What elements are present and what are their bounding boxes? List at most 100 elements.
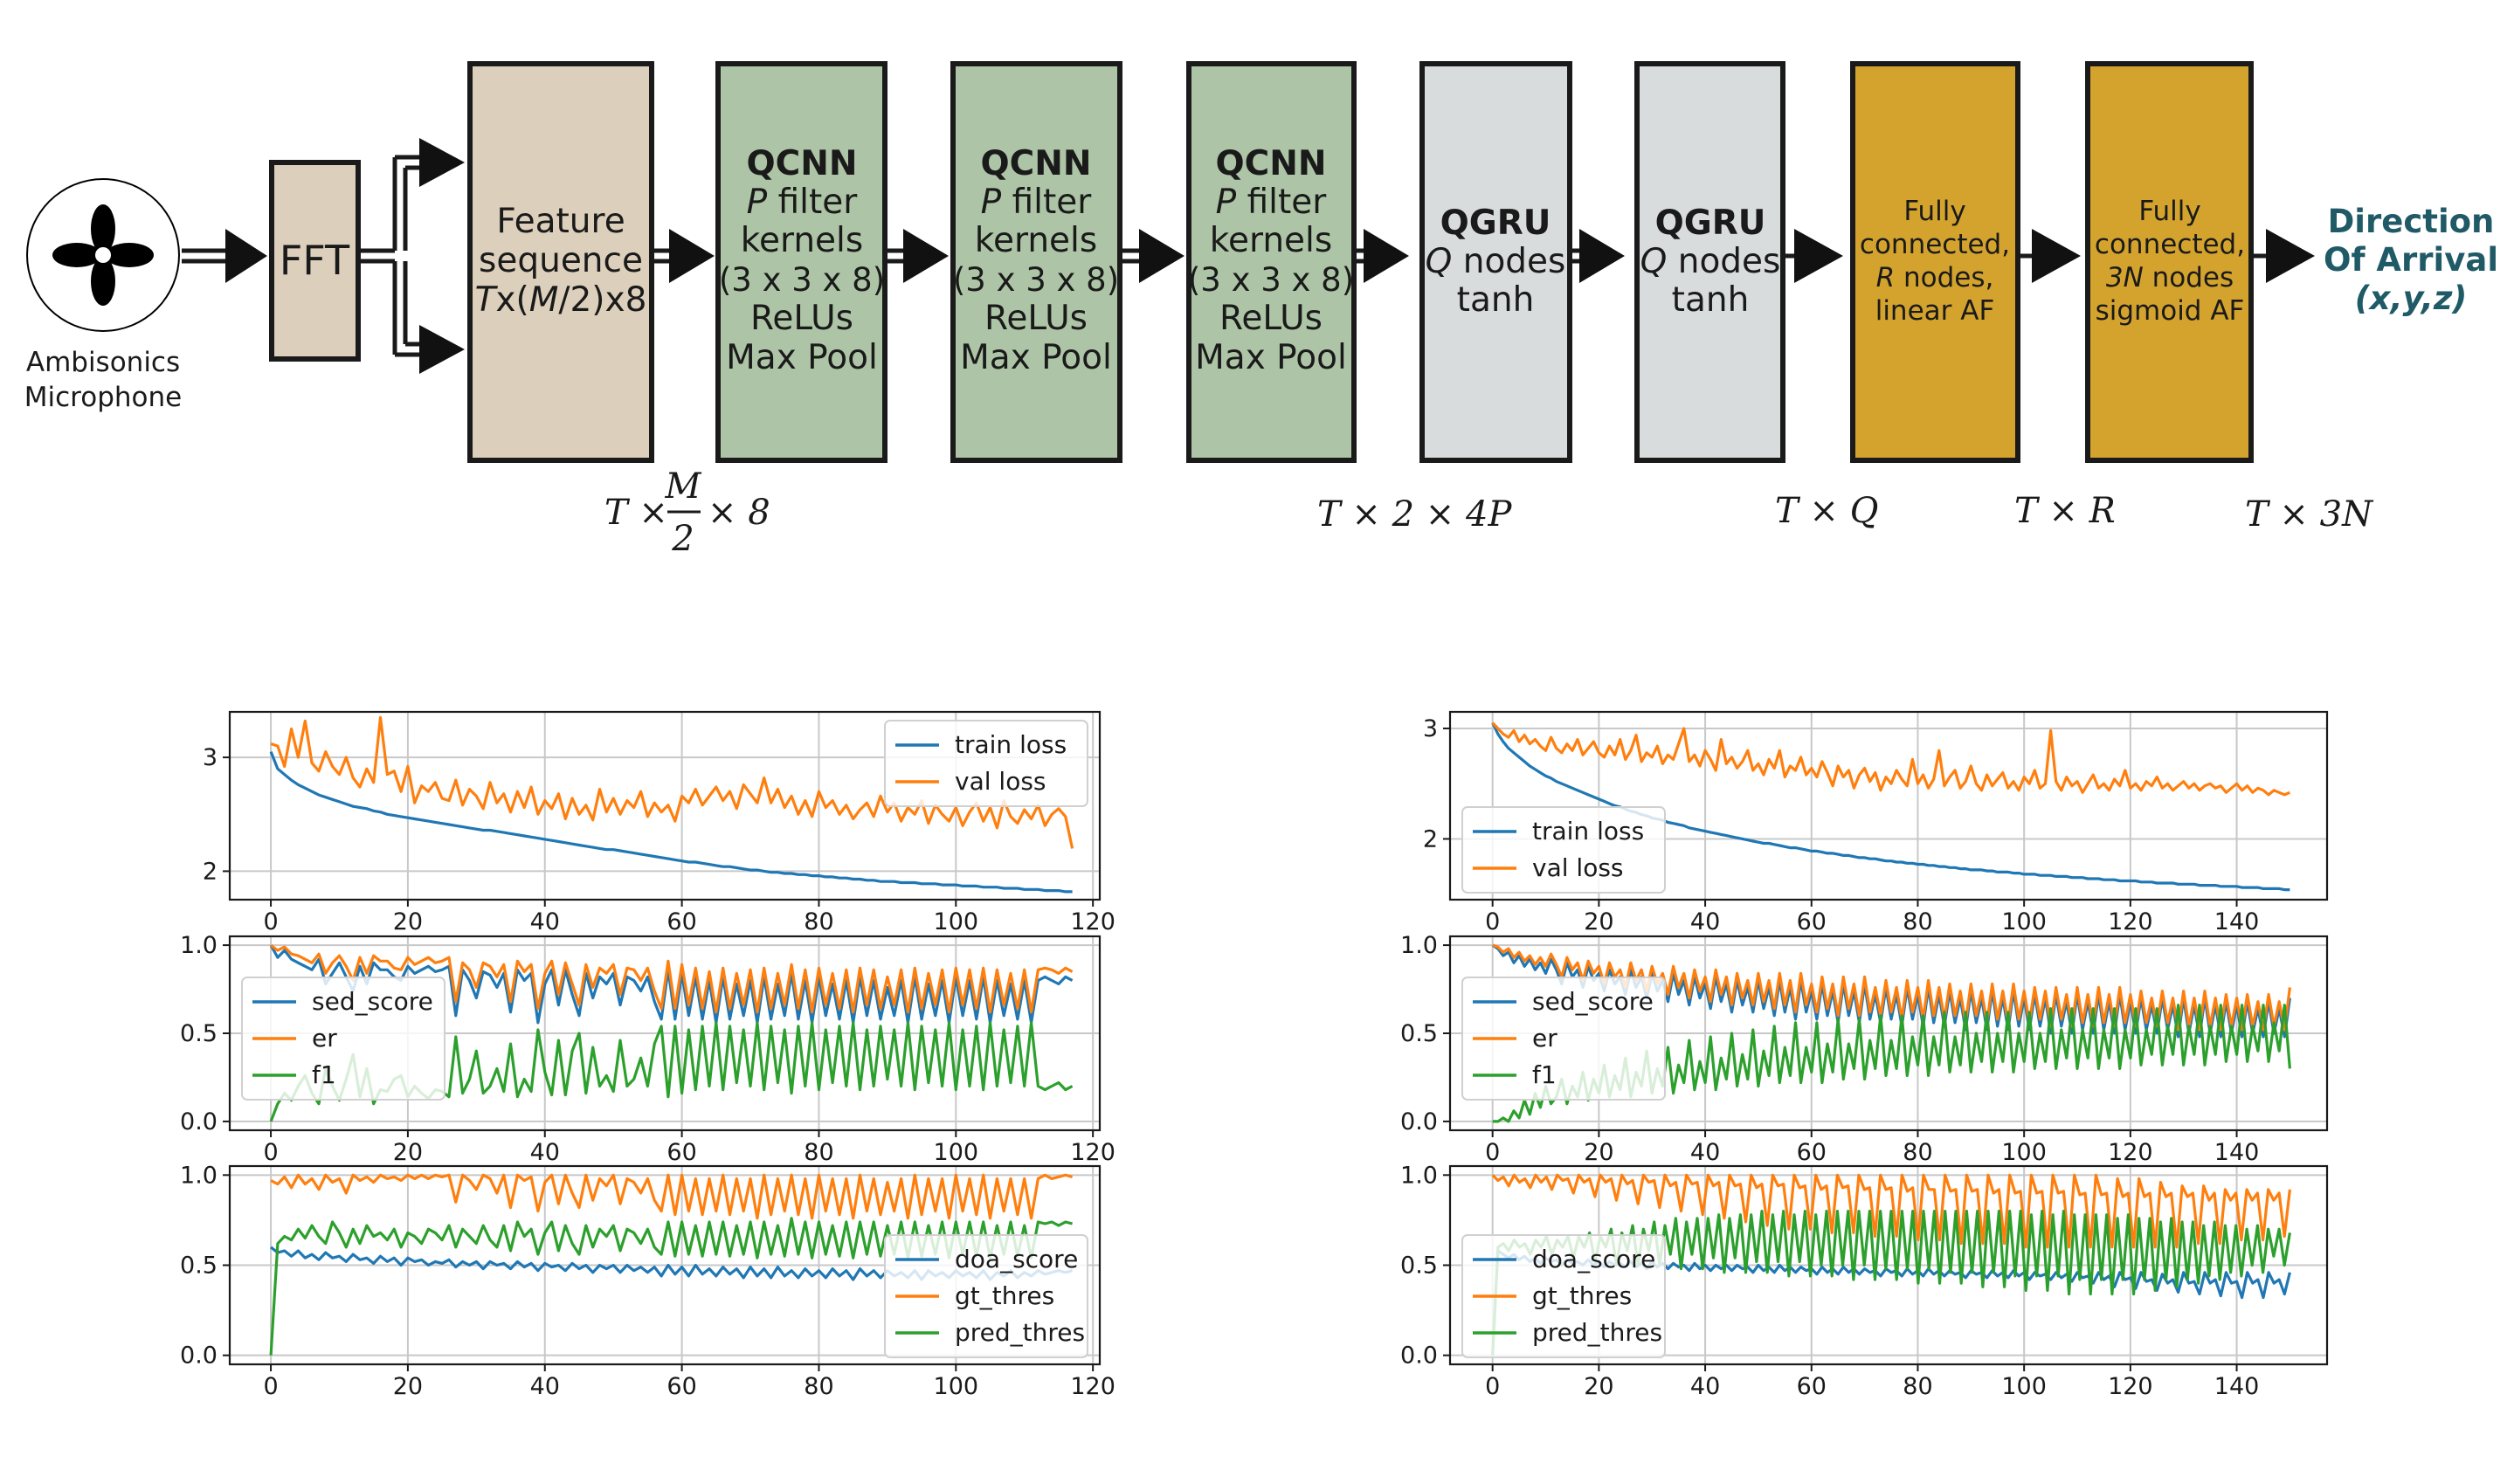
- x-tick-label: 60: [666, 1139, 696, 1166]
- x-tick-label: 60: [1797, 1139, 1827, 1166]
- y-tick-label: 0.0: [1400, 1108, 1438, 1135]
- x-tick-label: 80: [804, 1373, 833, 1400]
- fc1-line1: Fully: [1903, 196, 1965, 227]
- fc-block-1: Fully connected, R nodes, linear AF: [1850, 61, 2020, 463]
- arrow-qcnn2-to-qcnn3: [1139, 229, 1184, 283]
- arrow-feature-to-qcnn1: [669, 229, 715, 283]
- x-tick-label: 20: [393, 1139, 423, 1166]
- qcnn3-line5: Max Pool: [1195, 338, 1347, 377]
- x-tick-label: 60: [1797, 1373, 1827, 1400]
- x-tick-label: 20: [1584, 1373, 1613, 1400]
- x-tick-label: 120: [2108, 908, 2153, 935]
- x-tick-label: 80: [1903, 908, 1932, 935]
- y-tick-label: 2: [203, 858, 218, 885]
- qcnn2-line5: Max Pool: [960, 338, 1112, 377]
- fc1-line2: connected,: [1860, 229, 2010, 260]
- dim5: T × 3N: [2245, 494, 2374, 535]
- feature-line3: Tx(M/2)x8: [475, 280, 647, 320]
- x-tick-label: 0: [1485, 1373, 1500, 1400]
- x-tick-label: 140: [2214, 1373, 2260, 1400]
- x-tick-label: 60: [1797, 908, 1827, 935]
- qgru2-line1: Q nodes: [1640, 242, 1781, 281]
- x-tick-label: 60: [666, 908, 696, 935]
- y-tick-label: 0.0: [180, 1108, 218, 1135]
- fc1-line3: R nodes,: [1876, 262, 1994, 293]
- y-tick-label: 1.0: [180, 1162, 218, 1189]
- arrow-fft-to-feature-bottom: [419, 325, 465, 374]
- legend-label: pred_thres: [1532, 1318, 1662, 1347]
- qcnn2-line2: kernels: [975, 221, 1097, 260]
- legend-label: sed_score: [312, 987, 433, 1016]
- legend: train loss val loss: [884, 720, 1088, 807]
- x-tick-label: 140: [2214, 908, 2260, 935]
- x-tick-label: 40: [530, 1373, 560, 1400]
- feature-line2: sequence: [479, 241, 643, 280]
- qcnn1-line5: Max Pool: [726, 338, 878, 377]
- qcnn-block-1: QCNN P filter kernels (3 x 3 x 8) ReLUs …: [715, 61, 887, 463]
- y-tick-label: 0.0: [180, 1343, 218, 1370]
- x-tick-label: 80: [804, 908, 833, 935]
- x-tick-label: 120: [1070, 908, 1115, 935]
- legend-label: gt_thres: [1532, 1281, 1632, 1310]
- legend-label: sed_score: [1532, 987, 1654, 1016]
- qgru-block-1: QGRU Q nodes tanh: [1419, 61, 1572, 463]
- qgru2-line2: tanh: [1672, 280, 1750, 320]
- output-line3: (x,y,z): [2355, 280, 2468, 317]
- feature-line1: Feature: [496, 202, 625, 241]
- fft-label: FFT: [280, 237, 350, 284]
- series-line-gt-thres: [1491, 1173, 2291, 1249]
- x-tick-label: 20: [1584, 1139, 1613, 1166]
- y-tick-label: 1.0: [1400, 1162, 1438, 1189]
- x-tick-label: 120: [2108, 1139, 2153, 1166]
- arrow-fft-to-feature-top: [419, 138, 465, 187]
- legend-box: [1461, 1234, 1666, 1358]
- fc2-line1: Fully: [2138, 196, 2200, 227]
- dimension-annotations: T × M 2 × 8 T × 2 × 4P T × Q T × R T × 3…: [604, 466, 2374, 559]
- qcnn3-title: QCNN: [1215, 144, 1326, 183]
- series-line-er: [270, 943, 1074, 1014]
- x-tick-label: 80: [1903, 1373, 1932, 1400]
- fc1-line4: linear AF: [1875, 295, 1995, 327]
- arrow-mic-to-fft: [225, 229, 267, 283]
- x-tick-label: 40: [530, 908, 560, 935]
- qgru-block-2: QGRU Q nodes tanh: [1634, 61, 1785, 463]
- x-tick-label: 80: [1903, 1139, 1932, 1166]
- x-tick-label: 120: [1070, 1373, 1115, 1400]
- x-tick-label: 100: [934, 1373, 979, 1400]
- qcnn-block-3: QCNN P filter kernels (3 x 3 x 8) ReLUs …: [1186, 61, 1357, 463]
- x-tick-label: 40: [530, 1139, 560, 1166]
- qcnn2-line1: P filter: [981, 183, 1093, 222]
- axes-frame: [228, 1164, 1102, 1366]
- qcnn1-line4: ReLUs: [750, 299, 853, 338]
- legend-box: [884, 720, 1088, 807]
- legend-label: gt_thres: [955, 1281, 1054, 1310]
- x-tick-label: 100: [934, 908, 979, 935]
- legend-label: val loss: [1532, 853, 1624, 882]
- x-tick-label: 100: [2001, 1373, 2047, 1400]
- dim1-suffix: × 8: [708, 493, 770, 533]
- y-tick-label: 0.5: [1400, 1253, 1438, 1280]
- arrow-fc2-to-output: [2266, 229, 2315, 283]
- x-tick-label: 120: [1070, 1139, 1115, 1166]
- x-tick-label: 120: [2108, 1373, 2153, 1400]
- qcnn2-line4: ReLUs: [984, 299, 1088, 338]
- qcnn-block-2: QCNN P filter kernels (3 x 3 x 8) ReLUs …: [950, 61, 1122, 463]
- x-tick-label: 40: [1690, 908, 1720, 935]
- y-tick-label: 3: [203, 744, 218, 771]
- qcnn3-line1: P filter: [1216, 183, 1328, 222]
- series-line-val-loss: [270, 715, 1074, 849]
- y-tick-label: 1.0: [1400, 932, 1438, 959]
- dim4: T × R: [2014, 491, 2116, 531]
- arrowheads: [225, 138, 2315, 374]
- output-line1: Direction: [2328, 203, 2495, 240]
- dim3: T × Q: [1775, 491, 1878, 531]
- fc2-line3: 3N nodes: [2106, 262, 2234, 293]
- x-tick-label: 60: [666, 1373, 696, 1400]
- qcnn1-line1: P filter: [747, 183, 859, 222]
- x-tick-label: 0: [263, 908, 278, 935]
